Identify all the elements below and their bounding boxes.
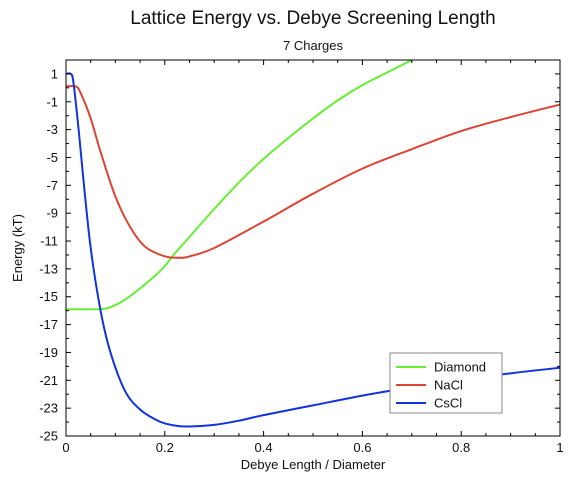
y-tick-label: -11: [40, 234, 58, 249]
y-tick-label: -15: [39, 289, 58, 304]
y-tick-label: -3: [46, 122, 58, 137]
x-tick-label: 0.8: [452, 440, 470, 455]
legend-label-cscl: CsCl: [434, 396, 462, 411]
x-tick-label: 0: [62, 440, 69, 455]
x-tick-label: 0.4: [255, 440, 273, 455]
y-tick-label: -17: [39, 317, 58, 332]
y-tick-label: -9: [46, 206, 58, 221]
series-line-cscl: [66, 72, 560, 428]
y-tick-label: -13: [39, 261, 58, 276]
x-axis-title: Debye Length / Diameter: [241, 457, 386, 472]
y-tick-label: 1: [51, 66, 58, 81]
y-tick-label: -1: [46, 94, 58, 109]
y-tick-label: -21: [39, 373, 58, 388]
plot-area: [66, 60, 560, 428]
y-tick-label: -5: [46, 150, 58, 165]
series-line-nacl: [66, 84, 560, 259]
x-tick-label: 1: [556, 440, 563, 455]
x-tick-label: 0.2: [156, 440, 174, 455]
y-tick-label: -25: [39, 429, 58, 444]
y-tick-label: -19: [39, 345, 58, 360]
y-axis-title: Energy (kT): [10, 214, 25, 282]
chart-subtitle: 7 Charges: [283, 38, 343, 53]
y-tick-label: -23: [39, 401, 58, 416]
y-tick-label: -7: [46, 178, 58, 193]
legend-label-nacl: NaCl: [434, 378, 463, 393]
legend: Diamond NaCl CsCl: [389, 352, 503, 414]
legend-label-diamond: Diamond: [434, 360, 486, 375]
chart-title: Lattice Energy vs. Debye Screening Lengt…: [130, 8, 495, 29]
series-line-diamond: [66, 60, 413, 311]
x-tick-label: 0.6: [353, 440, 371, 455]
